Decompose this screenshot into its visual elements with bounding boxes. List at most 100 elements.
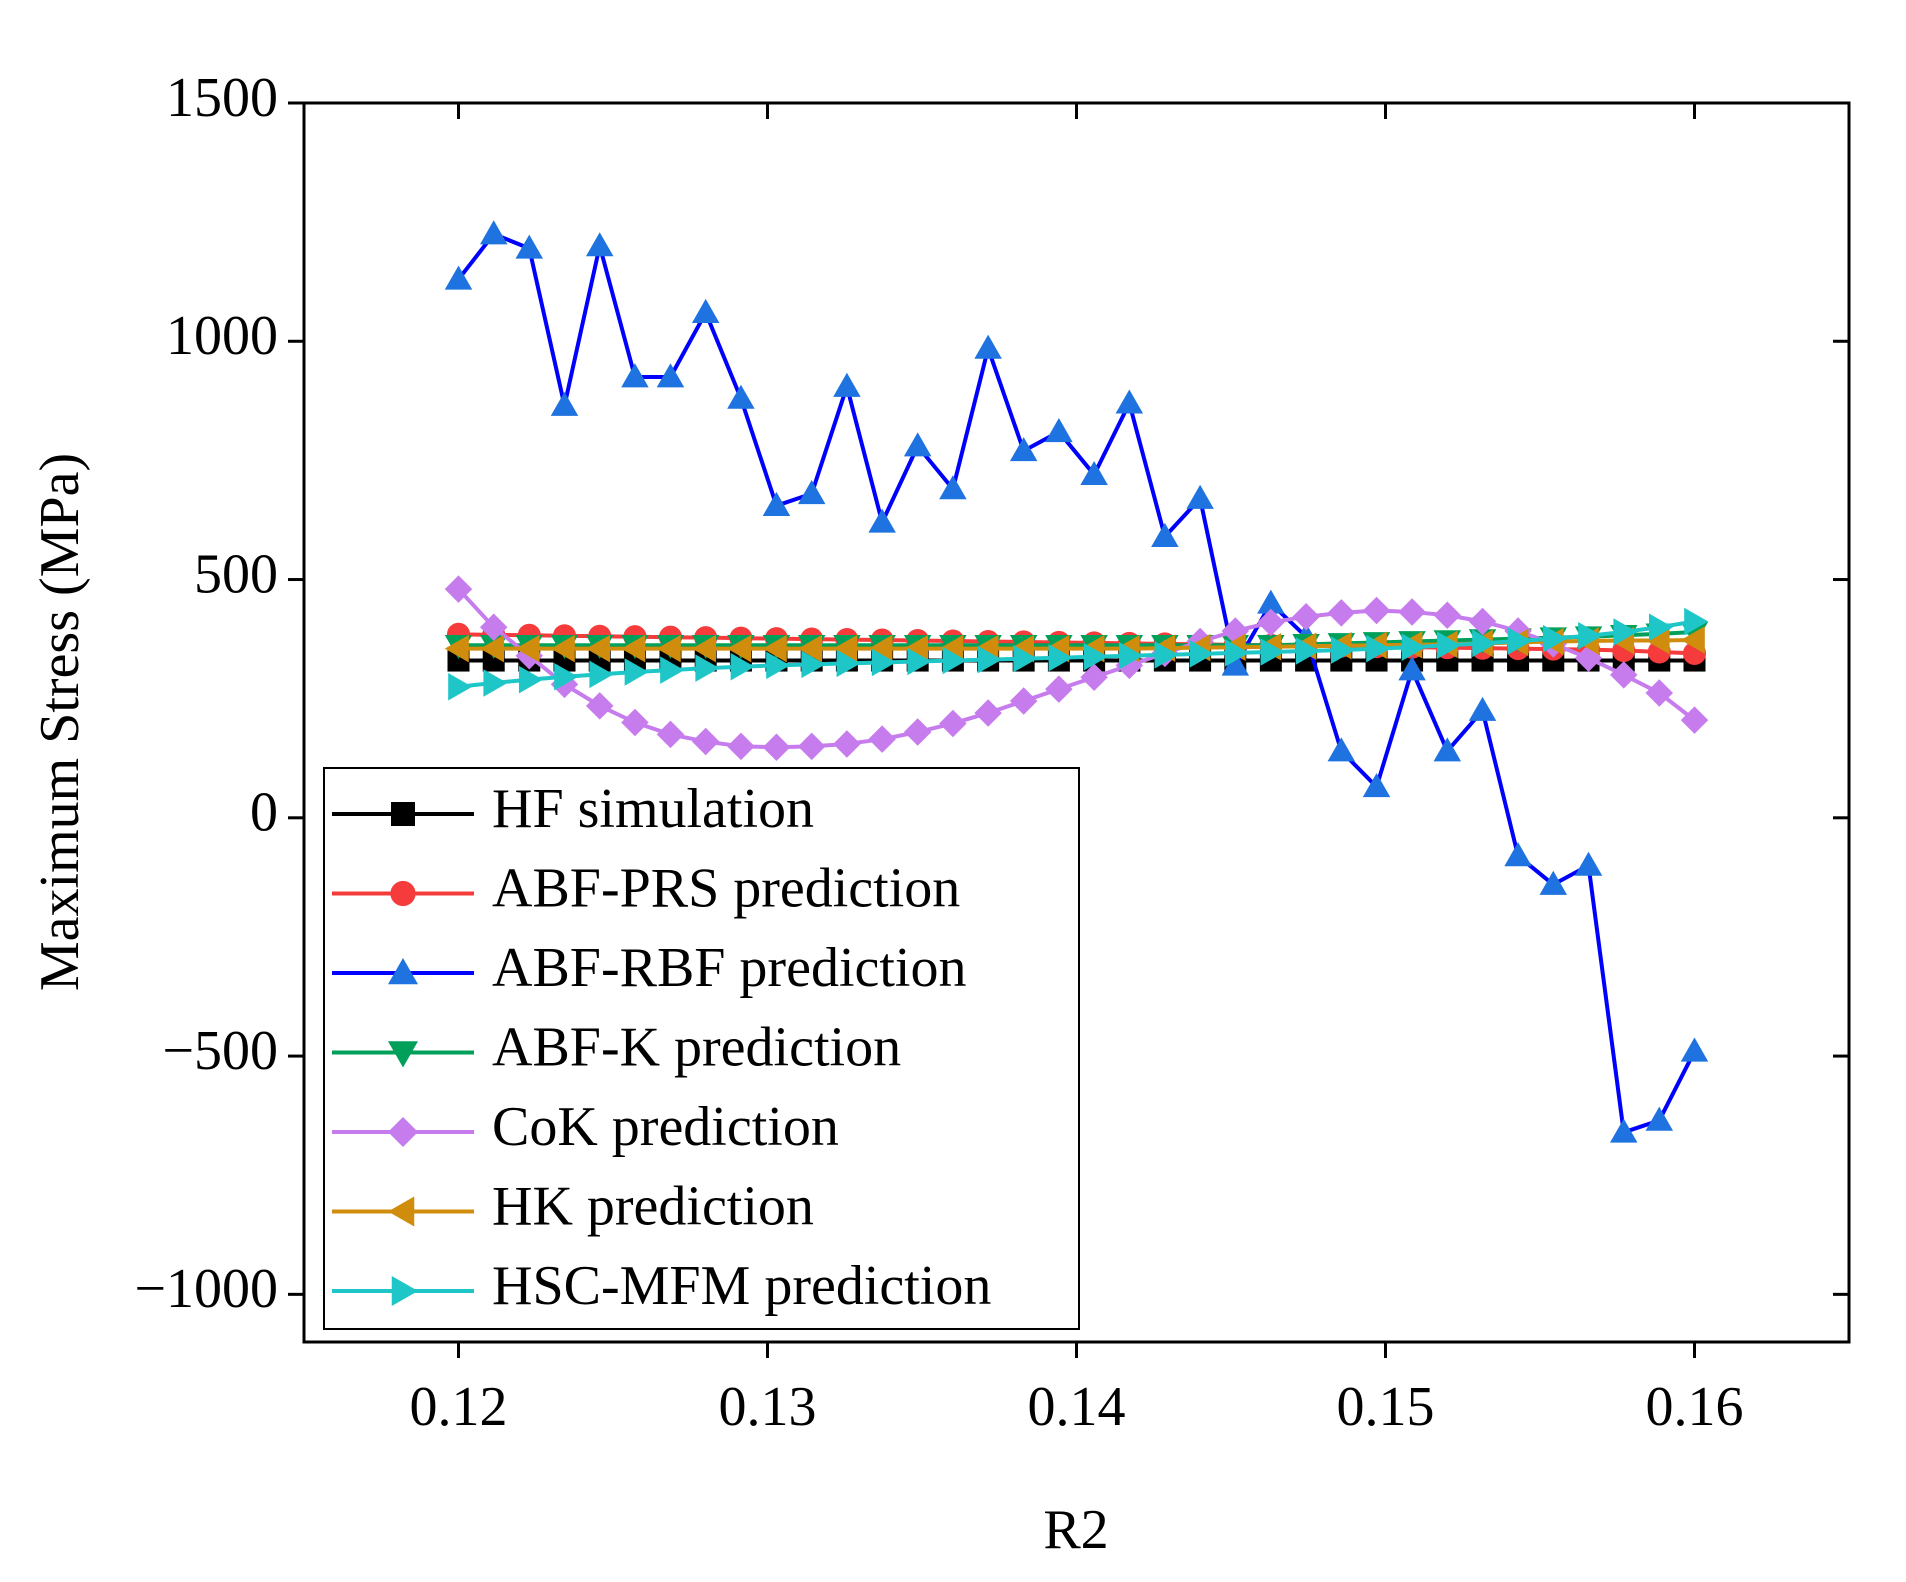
series-marker	[691, 727, 720, 756]
series-marker	[1401, 633, 1426, 661]
series-marker	[1684, 607, 1709, 636]
series-marker	[1362, 773, 1391, 798]
series-marker	[1080, 663, 1108, 691]
series-marker	[479, 613, 508, 641]
x-tick-label: 0.16	[1646, 1376, 1744, 1438]
y-tick-label: −1000	[134, 1258, 278, 1320]
series-marker	[1119, 642, 1144, 670]
series-marker	[801, 650, 826, 679]
plot-area	[444, 220, 1709, 1143]
series-marker	[660, 656, 685, 684]
x-tick-label: 0.15	[1337, 1376, 1435, 1438]
series-marker	[585, 232, 614, 257]
series-marker	[585, 692, 614, 720]
series-marker	[974, 699, 1002, 727]
series-marker	[1542, 624, 1568, 653]
series-marker	[1680, 1037, 1709, 1062]
series-marker	[518, 665, 544, 694]
series-marker	[695, 654, 720, 682]
legend-label: CoK prediction	[492, 1096, 839, 1158]
series-marker	[621, 708, 649, 737]
series-marker	[1468, 607, 1497, 636]
series-marker	[1327, 599, 1356, 627]
series-marker	[656, 634, 681, 663]
series-marker	[766, 651, 791, 680]
series-marker	[730, 652, 755, 681]
series-marker	[554, 663, 579, 691]
y-tick-label: 1000	[166, 305, 278, 367]
series-marker	[871, 648, 896, 677]
series-marker	[1009, 437, 1038, 462]
legend-label: ABF-RBF prediction	[492, 937, 966, 999]
legend-marker	[388, 1041, 418, 1068]
series-marker	[903, 432, 932, 457]
series-marker	[1433, 737, 1462, 762]
series-marker	[762, 491, 791, 516]
series-marker	[1507, 627, 1532, 655]
x-axis-label: R2	[1043, 1499, 1108, 1561]
series-marker	[585, 634, 611, 663]
series-marker	[1331, 636, 1356, 664]
series-marker	[1045, 675, 1073, 703]
series-marker	[479, 634, 505, 663]
series-marker	[868, 725, 896, 753]
series-marker	[1260, 638, 1285, 666]
legend-label: HSC-MFM prediction	[492, 1255, 991, 1317]
series-marker	[515, 634, 540, 663]
series-marker	[1609, 661, 1638, 689]
series-marker	[1504, 842, 1532, 867]
series-marker	[1609, 1118, 1638, 1143]
series-marker	[1578, 622, 1603, 650]
series-marker	[903, 634, 928, 663]
series-marker	[448, 673, 473, 701]
series-marker	[1327, 737, 1356, 762]
series-marker	[1436, 631, 1462, 660]
series-marker	[1115, 389, 1144, 414]
series-marker	[624, 658, 649, 686]
series-marker	[868, 508, 896, 533]
series-marker	[1645, 626, 1670, 655]
series-marker	[444, 634, 469, 663]
series-marker	[1645, 1106, 1674, 1131]
series-marker	[1045, 418, 1073, 443]
series-marker	[727, 384, 755, 409]
series-marker	[762, 733, 791, 762]
series-marker	[621, 634, 646, 663]
series-marker	[903, 718, 932, 746]
series-marker	[589, 660, 614, 689]
legend-marker	[388, 1117, 418, 1147]
y-axis-label: Maximum Stress (MPa)	[29, 453, 91, 991]
series-marker	[868, 634, 893, 663]
series-marker	[1013, 644, 1038, 673]
series-marker	[1009, 687, 1038, 715]
plot-frame	[302, 101, 1851, 1344]
series-marker	[515, 234, 544, 259]
series-marker	[974, 334, 1002, 359]
series-marker	[977, 645, 1002, 674]
series-marker	[939, 475, 967, 500]
y-tick-label: 1500	[166, 67, 278, 129]
series-marker	[1398, 598, 1426, 626]
x-tick-label: 0.12	[410, 1376, 508, 1438]
legend-label: ABF-PRS prediction	[492, 857, 960, 919]
legend-label: HF simulation	[492, 778, 814, 840]
series-marker	[1366, 634, 1391, 663]
series-marker	[942, 646, 967, 675]
series-marker	[1468, 696, 1497, 721]
y-tick-label: −500	[162, 1020, 278, 1082]
series-marker	[1613, 618, 1638, 646]
series-marker	[1292, 602, 1320, 631]
legend-marker	[390, 880, 416, 907]
series-marker	[797, 480, 826, 505]
series-marker	[1080, 460, 1108, 486]
legend-box	[323, 767, 1080, 1330]
series-marker	[762, 634, 787, 663]
series-marker	[444, 575, 473, 603]
series-marker	[1083, 642, 1108, 671]
series-marker	[656, 363, 685, 388]
series-marker	[836, 649, 861, 678]
legend-marker	[388, 958, 418, 985]
legend-label: HK prediction	[492, 1175, 814, 1237]
series-marker	[1151, 522, 1179, 547]
